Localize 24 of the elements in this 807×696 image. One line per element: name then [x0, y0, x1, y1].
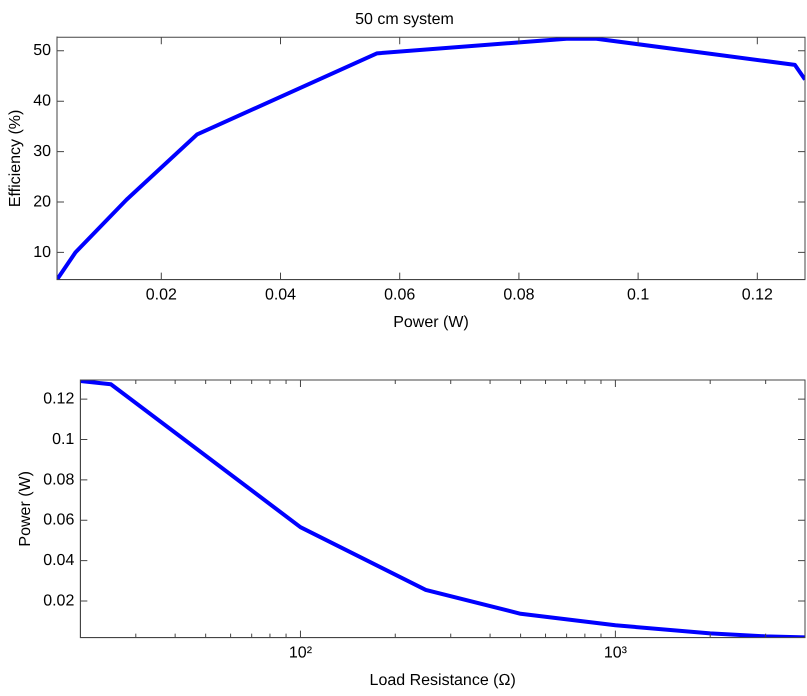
x-tick-label: 0.06: [384, 286, 416, 304]
y-tick-label: 0.1: [52, 430, 74, 448]
y-axis-title: Efficiency (%): [7, 110, 24, 208]
y-tick-label: 0.04: [43, 552, 74, 570]
y-tick-label: 0.06: [43, 512, 74, 529]
x-tick-label: 0.08: [503, 286, 535, 304]
x-tick-label: 0.04: [264, 286, 296, 304]
y-tick-label: 0.02: [43, 592, 74, 610]
y-tick-label: 0.12: [43, 390, 74, 408]
chart-title: 50 cm system: [355, 11, 454, 28]
y-tick-label: 0.08: [43, 471, 74, 488]
y-axis-title: Power (W): [17, 471, 34, 547]
y-tick-label: 40: [33, 92, 52, 110]
x-axis-title: Load Resistance (Ω): [370, 672, 516, 689]
y-tick-label: 50: [33, 42, 52, 60]
y-tick-label: 30: [33, 143, 52, 160]
y-tick-label: 10: [33, 244, 52, 261]
x-tick-label: 10³: [604, 644, 628, 662]
x-tick-label: 0.1: [626, 286, 650, 304]
x-tick-label: 0.12: [742, 286, 773, 304]
x-tick-label: 10²: [288, 644, 313, 662]
x-axis-title: Power (W): [393, 314, 469, 331]
x-tick-label: 0.02: [146, 286, 177, 304]
y-tick-label: 20: [33, 193, 52, 210]
